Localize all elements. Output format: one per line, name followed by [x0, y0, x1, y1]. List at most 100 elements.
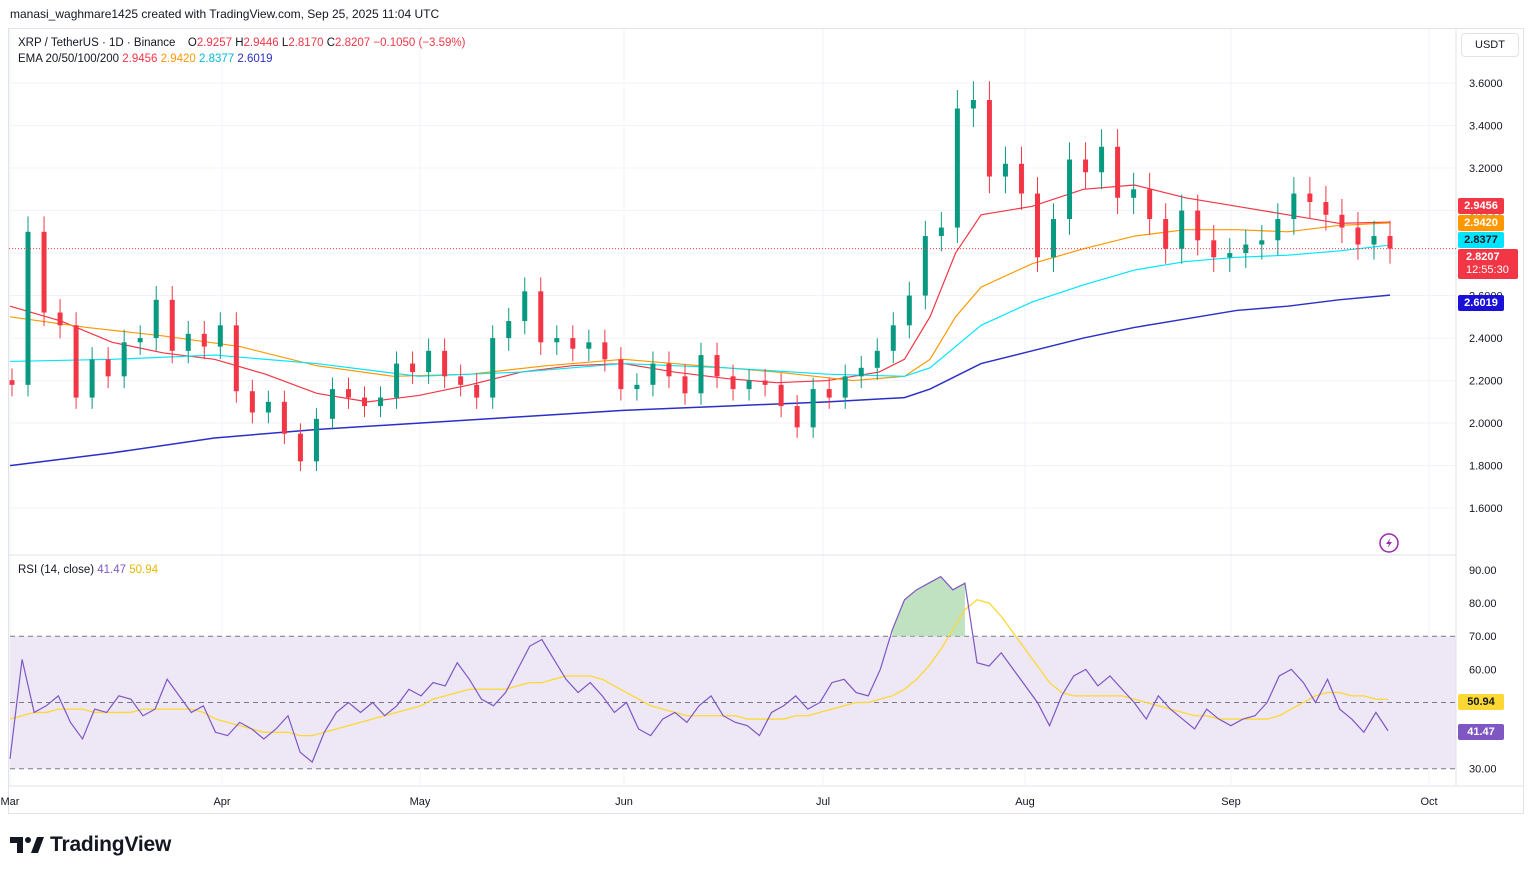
- price-tick-label: 1.6000: [1469, 503, 1503, 515]
- candle-body: [1211, 240, 1217, 258]
- price-tick-label: 3.4000: [1469, 121, 1503, 133]
- candle-body: [1259, 240, 1265, 245]
- candle-body: [105, 359, 111, 377]
- currency-button[interactable]: USDT: [1461, 33, 1519, 57]
- candle-body: [602, 342, 608, 360]
- candle-body: [874, 350, 880, 368]
- price-tick-label: 1.8000: [1469, 461, 1503, 473]
- candle-body: [810, 389, 816, 428]
- candle-body: [922, 236, 928, 296]
- candle-body: [794, 406, 800, 428]
- brand-wordmark: TradingView: [50, 833, 172, 856]
- rsi-tick-label: 70.00: [1469, 631, 1497, 643]
- rsi-ma-chip: 50.94: [1458, 694, 1504, 710]
- time-tick-label: Jun: [615, 796, 633, 808]
- low-value: 2.8170: [288, 37, 324, 49]
- candle-body: [1051, 219, 1057, 258]
- candle-body: [730, 376, 736, 390]
- rsi-title[interactable]: RSI (14, close): [18, 564, 95, 576]
- candle-body: [169, 299, 175, 351]
- candle-body: [970, 100, 976, 109]
- candle-body: [1291, 193, 1297, 220]
- ema20-value: 2.9456: [122, 53, 158, 65]
- candle-body: [137, 338, 143, 343]
- rsi-ma-value: 50.94: [129, 564, 159, 576]
- time-tick-label: Apr: [213, 796, 230, 808]
- rsi-band: [10, 635, 1456, 770]
- candle-body: [858, 367, 864, 377]
- candle-body: [522, 291, 528, 322]
- time-tick-label: Mar: [1, 796, 20, 808]
- rsi-tick-label: 80.00: [1469, 598, 1497, 610]
- ema20-price-chip: 2.9456: [1458, 198, 1504, 214]
- candle-body: [1307, 193, 1313, 203]
- ema-row: EMA 20/50/100/200 2.9456 2.9420 2.8377 2…: [18, 51, 465, 67]
- candle-body: [506, 321, 512, 339]
- candle-body: [25, 231, 31, 385]
- candle-body: [1179, 210, 1185, 249]
- candle-body: [426, 350, 432, 373]
- open-value: 2.9257: [196, 37, 232, 49]
- ohlc-row: XRP / TetherUS · 1D · Binance O2.9257 H2…: [18, 35, 465, 51]
- chart-frame: [8, 28, 1524, 814]
- candle-body: [1018, 163, 1024, 194]
- candle-body: [906, 295, 912, 326]
- symbol-title[interactable]: XRP / TetherUS · 1D · Binance: [18, 37, 176, 49]
- candle-body: [345, 389, 351, 398]
- candle-body: [634, 384, 640, 390]
- candle-body: [746, 380, 752, 390]
- candle-body: [9, 380, 15, 385]
- candle-body: [153, 299, 159, 339]
- candle-body: [826, 389, 832, 398]
- candle-body: [778, 384, 784, 407]
- time-tick-label: Sep: [1221, 796, 1241, 808]
- rsi-lines: [9, 575, 1389, 764]
- candle-body: [1067, 159, 1073, 220]
- candle-body: [842, 376, 848, 398]
- change-value: −0.1050 (−3.59%): [373, 37, 466, 49]
- candle-body: [201, 333, 207, 347]
- tradingview-logo[interactable]: TradingView: [10, 833, 171, 857]
- rsi-tick-label: 60.00: [1469, 664, 1497, 676]
- last-price-chip: 2.8207 12:55:30: [1458, 249, 1518, 279]
- candle-body: [57, 312, 63, 326]
- candle-body: [714, 355, 720, 377]
- candle-body: [41, 231, 47, 313]
- ema200-price-chip: 2.6019: [1458, 295, 1504, 311]
- high-label: H: [235, 37, 244, 49]
- candle-body: [762, 380, 768, 385]
- candle-body: [297, 433, 303, 462]
- candle-body: [1227, 253, 1233, 258]
- ema100-value: 2.8377: [199, 53, 235, 65]
- candle-body: [1195, 210, 1201, 241]
- rsi-legend: RSI (14, close) 41.47 50.94: [18, 564, 158, 576]
- candle-body: [185, 333, 191, 351]
- ema-line-100: [9, 244, 1391, 377]
- candle-body: [217, 325, 223, 347]
- candle-body: [249, 391, 255, 413]
- candle-body: [1099, 146, 1105, 173]
- candle-body: [313, 418, 319, 462]
- candle-body: [378, 397, 384, 407]
- ema50-price-chip: 2.9420: [1458, 215, 1504, 231]
- candle-body: [554, 338, 560, 343]
- close-label: C: [326, 37, 336, 49]
- candle-body: [1002, 163, 1008, 177]
- candle-body: [1275, 219, 1281, 241]
- candle-body: [265, 401, 271, 413]
- lightning-icon[interactable]: [1379, 533, 1399, 553]
- rsi-value: 41.47: [97, 564, 127, 576]
- candle-body: [394, 363, 400, 398]
- rsi-tick-label: 30.00: [1469, 764, 1497, 776]
- candle-body: [586, 342, 592, 349]
- rsi-ma-line: [9, 599, 1389, 737]
- price-tick-label: 2.0000: [1469, 418, 1503, 430]
- ema200-value: 2.6019: [237, 53, 273, 65]
- candle-body: [1339, 214, 1345, 228]
- candle-body: [1131, 189, 1137, 198]
- main-legend: XRP / TetherUS · 1D · Binance O2.9257 H2…: [18, 35, 465, 67]
- candle-body: [954, 108, 960, 228]
- candle-body: [121, 342, 127, 377]
- ema-title[interactable]: EMA 20/50/100/200: [18, 53, 120, 65]
